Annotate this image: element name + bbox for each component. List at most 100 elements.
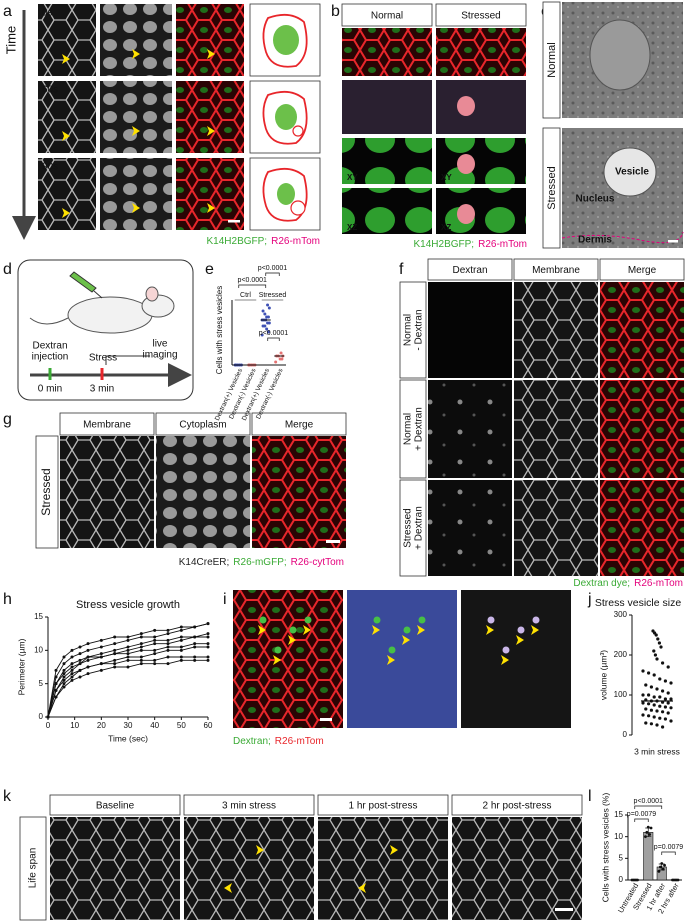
data-point	[673, 878, 677, 882]
header-box	[317, 794, 449, 816]
data-point	[660, 862, 664, 865]
caption-part: R26-mTom	[275, 736, 324, 747]
data-point	[649, 826, 653, 830]
schematic-nucleus	[275, 104, 297, 130]
p-value: p<0.0001	[259, 330, 288, 337]
data-point	[658, 695, 662, 699]
arrow-marker	[390, 845, 398, 855]
micrograph	[600, 282, 684, 378]
caption: Dextran dye; R26-mTom	[573, 578, 683, 589]
arrow-marker	[531, 625, 539, 635]
series-marker	[153, 648, 157, 652]
series-marker	[206, 635, 210, 639]
series-marker	[113, 658, 117, 662]
data-point	[649, 708, 654, 712]
data-point	[261, 324, 265, 328]
series-marker	[70, 655, 74, 659]
data-point	[274, 360, 278, 364]
time-label: 0 min	[38, 384, 62, 395]
vesicle	[259, 616, 267, 624]
schematic-cell	[262, 90, 308, 145]
column-header: 3 min stress	[222, 801, 276, 812]
panel-letter: l	[588, 788, 592, 805]
caption-part: K14H2BGFP;	[414, 239, 475, 250]
data-point	[647, 693, 651, 697]
data-point	[647, 702, 651, 706]
p-value: p<0.0001	[634, 798, 663, 805]
series-marker	[78, 675, 82, 679]
micrograph	[428, 380, 512, 478]
imaging-bracket	[105, 355, 150, 365]
series-marker	[193, 625, 197, 629]
series-marker	[206, 655, 210, 659]
y-axis-label: Cells with stress vesicles	[215, 286, 224, 374]
series-marker	[70, 668, 74, 672]
y-axis-label: Perimeter (µm)	[16, 638, 26, 695]
data-point	[663, 717, 668, 721]
series-marker	[153, 638, 157, 642]
panel-letter: i	[223, 591, 227, 608]
data-point	[657, 869, 661, 873]
series-marker	[62, 662, 66, 666]
data-point	[260, 333, 264, 337]
y-tick-label: 100	[614, 690, 628, 699]
arrow-marker	[501, 655, 509, 665]
micrograph	[176, 81, 244, 153]
micrograph	[600, 480, 684, 576]
arrow-marker	[207, 126, 215, 136]
row-label-box	[399, 281, 427, 379]
micrograph	[514, 282, 598, 378]
data-point	[663, 697, 668, 701]
series-marker	[113, 652, 117, 656]
data-point	[653, 653, 658, 657]
caption-part: R26-mTom	[271, 236, 320, 247]
group-label: Stressed	[259, 292, 287, 299]
series-marker	[139, 635, 143, 639]
vesicle-3d	[457, 204, 475, 224]
series-marker	[62, 668, 66, 672]
y-tick-label: 15	[614, 810, 623, 819]
series-marker	[166, 655, 170, 659]
vesicle	[373, 616, 381, 624]
data-point	[656, 637, 660, 641]
header-box	[435, 3, 527, 27]
series-marker	[70, 678, 74, 682]
series-marker	[86, 658, 90, 662]
series-marker	[86, 672, 90, 676]
arrow-marker	[273, 655, 281, 665]
header-box	[599, 258, 685, 281]
series-marker	[62, 678, 66, 682]
significance-bracket	[634, 805, 663, 809]
column-header: Cytoplasm	[179, 420, 226, 431]
row-label-box	[35, 435, 59, 549]
arrow-marker	[303, 625, 311, 635]
syringe	[69, 271, 97, 293]
group-label: Ctrl	[240, 292, 251, 299]
view-label: XY	[347, 173, 358, 182]
caption-part: R26-cytTom	[291, 557, 344, 568]
y-axis-label: volume (µm³)	[598, 650, 608, 700]
arrow-marker	[258, 625, 266, 635]
vesicle	[502, 646, 510, 654]
header-box	[155, 412, 251, 436]
arrow-marker	[402, 635, 410, 645]
step-label: imaging	[142, 350, 177, 361]
step-label: Dextran	[32, 341, 67, 352]
vesicle	[532, 616, 540, 624]
data-point	[655, 687, 659, 691]
series-marker	[86, 648, 90, 652]
series-marker	[139, 655, 143, 659]
caption: K14CreER; R26-mGFP; R26-cytTom	[179, 557, 344, 568]
arrow-marker	[256, 845, 264, 855]
vesicle	[289, 626, 297, 634]
series-marker	[78, 652, 82, 656]
micrograph	[428, 480, 512, 576]
arrow-marker	[132, 126, 140, 136]
y-tick-label: 5	[619, 853, 624, 862]
caption-part: K14CreER;	[179, 557, 230, 568]
data-point	[661, 710, 665, 714]
series-marker	[113, 642, 117, 646]
data-point	[649, 722, 654, 726]
series-marker	[78, 658, 82, 662]
